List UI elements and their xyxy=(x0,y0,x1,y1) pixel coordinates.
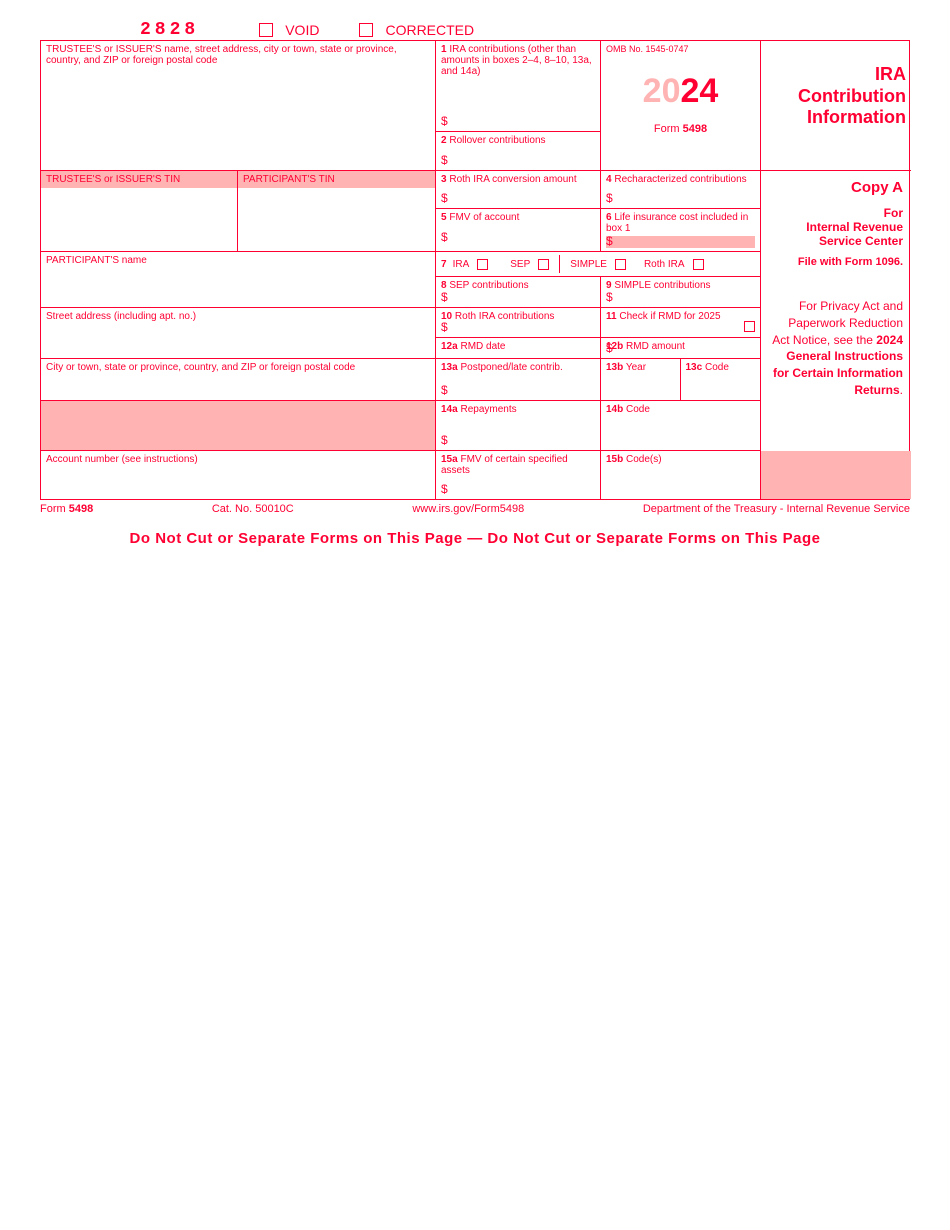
box-3[interactable]: 3 Roth IRA conversion amount$ xyxy=(436,171,600,209)
box-11[interactable]: 11 Check if RMD for 2025 xyxy=(601,308,760,338)
box-2[interactable]: 2 Rollover contributions $ xyxy=(436,132,601,171)
participant-tin[interactable]: PARTICIPANT'S TIN xyxy=(238,171,435,251)
box-11-12b: 11 Check if RMD for 2025 12b RMD amount$ xyxy=(601,308,761,359)
account-number[interactable]: Account number (see instructions) xyxy=(41,451,436,499)
street-address[interactable]: Street address (including apt. no.) xyxy=(41,308,436,359)
corrected-label: CORRECTED xyxy=(385,22,474,38)
do-not-cut-warning: Do Not Cut or Separate Forms on This Pag… xyxy=(40,530,910,547)
box-7-8-9: 7 IRA SEP SIMPLE Roth IRA 8 SEP contribu… xyxy=(436,252,761,308)
box-8[interactable]: 8 SEP contributions$ xyxy=(436,277,601,307)
main-grid: TRUSTEE'S or ISSUER'S name, street addre… xyxy=(40,40,910,500)
box-13b-13c: 13b Year 13c Code xyxy=(601,359,761,401)
city-address[interactable]: City or town, state or province, country… xyxy=(41,359,436,401)
footer: Form 5498 Cat. No. 50010C www.irs.gov/Fo… xyxy=(40,500,910,518)
box-12a[interactable]: 12a RMD date xyxy=(436,338,600,358)
irs-url: www.irs.gov/Form5498 xyxy=(412,503,524,515)
box-7[interactable]: 7 IRA SEP SIMPLE Roth IRA xyxy=(436,252,760,277)
box-13b[interactable]: 13b Year xyxy=(601,359,681,400)
tax-year: 2024 xyxy=(606,72,755,111)
omb-year-cell: OMB No. 1545-0747 2024 Form 5498 xyxy=(601,41,761,171)
box-1[interactable]: 1 IRA contributions (other than amounts … xyxy=(436,41,601,132)
box-15a[interactable]: 15a FMV of certain specified assets$ xyxy=(436,451,601,499)
title-cell: IRAContributionInformation xyxy=(761,41,911,171)
form-code: 2828 xyxy=(140,20,199,40)
void-checkbox[interactable] xyxy=(259,23,273,37)
box-3-5: 3 Roth IRA conversion amount$ 5 FMV of a… xyxy=(436,171,601,252)
box-14b[interactable]: 14b Code xyxy=(601,401,761,451)
pink-corner xyxy=(761,451,911,499)
box-9[interactable]: 9 SIMPLE contributions$ xyxy=(601,277,761,307)
rmd-checkbox[interactable] xyxy=(744,321,755,332)
copy-a-cell: Copy A For Internal Revenue Service Cent… xyxy=(761,171,911,499)
box-15b[interactable]: 15b Code(s) xyxy=(601,451,761,499)
box-10[interactable]: 10 Roth IRA contributions$ xyxy=(436,308,600,338)
pink-spacer xyxy=(41,401,436,451)
roth-checkbox[interactable] xyxy=(693,259,704,270)
box-10-12a: 10 Roth IRA contributions$ 12a RMD date xyxy=(436,308,601,359)
sep-checkbox[interactable] xyxy=(538,259,549,270)
box-14a[interactable]: 14a Repayments$ xyxy=(436,401,601,451)
ira-checkbox[interactable] xyxy=(477,259,488,270)
form-5498: 2828 VOID CORRECTED TRUSTEE'S or ISSUER'… xyxy=(40,20,910,547)
box-13a[interactable]: 13a Postponed/late contrib.$ xyxy=(436,359,601,401)
simple-checkbox[interactable] xyxy=(615,259,626,270)
void-label: VOID xyxy=(285,22,319,38)
trustee-cell[interactable]: TRUSTEE'S or ISSUER'S name, street addre… xyxy=(41,41,436,171)
box-4-6: 4 Recharacterized contributions$ 6 Life … xyxy=(601,171,761,252)
trustee-tin[interactable]: TRUSTEE'S or ISSUER'S TIN xyxy=(41,171,238,251)
box-5[interactable]: 5 FMV of account$ xyxy=(436,209,600,247)
tin-row: TRUSTEE'S or ISSUER'S TIN PARTICIPANT'S … xyxy=(41,171,436,252)
box-13c[interactable]: 13c Code xyxy=(681,359,761,400)
corrected-checkbox[interactable] xyxy=(359,23,373,37)
box-4[interactable]: 4 Recharacterized contributions$ xyxy=(601,171,760,209)
top-row: 2828 VOID CORRECTED xyxy=(40,20,910,40)
box-12b[interactable]: 12b RMD amount$ xyxy=(601,338,760,358)
box-6[interactable]: 6 Life insurance cost included in box 1 … xyxy=(601,209,760,251)
participant-name[interactable]: PARTICIPANT'S name xyxy=(41,252,436,308)
